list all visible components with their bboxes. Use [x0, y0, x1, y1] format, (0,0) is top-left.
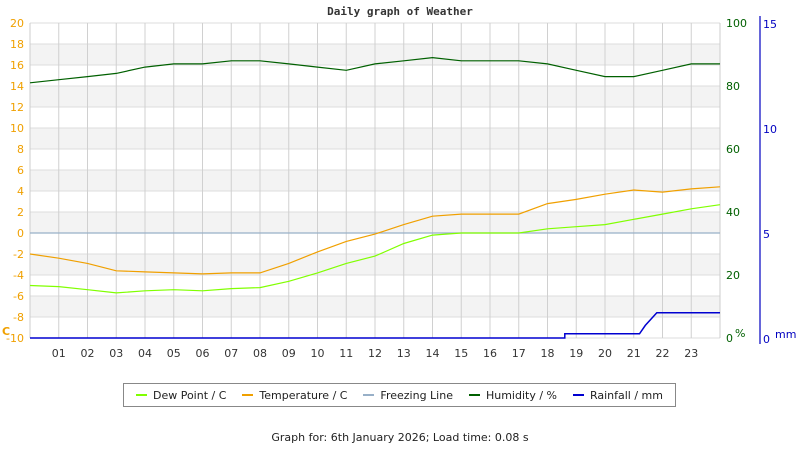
series-humidity-line: [29, 56, 720, 84]
y-tick-label: -10: [6, 332, 24, 345]
y-tick-label: 12: [10, 101, 24, 114]
y-tick-label: 18: [10, 38, 24, 51]
rain-tick-label: 15: [763, 18, 777, 31]
left-axis-unit: C: [2, 325, 10, 338]
x-tick-label: 08: [253, 347, 267, 360]
humidity-tick-label: 20: [726, 269, 740, 282]
legend-item-freezing-line: Freezing Line: [363, 389, 453, 402]
legend-label: Humidity / %: [485, 388, 557, 402]
y-tick-label: 14: [10, 80, 24, 93]
rain-tick-label: 10: [763, 123, 777, 136]
y-tick-label: -2: [13, 248, 24, 261]
x-tick-label: 14: [426, 347, 440, 360]
legend-label: Dew Point / C: [152, 388, 227, 402]
y-tick-label: 6: [17, 164, 24, 177]
humidity-tick-label: 80: [726, 80, 740, 93]
legend-item-humidity: Humidity / %: [468, 388, 557, 402]
y-tick-label: 20: [10, 17, 24, 30]
x-tick-label: 15: [454, 347, 468, 360]
series-temperature-line: [29, 186, 721, 275]
y-tick-label: 0: [17, 227, 24, 240]
series-dew-line: [29, 204, 721, 294]
legend-label: Freezing Line: [380, 388, 453, 402]
x-tick-label: 09: [282, 347, 296, 360]
legend-label: Temperature / C: [259, 388, 348, 402]
legend: Dew Point / C Temperature / C Freezing L…: [123, 383, 676, 407]
x-tick-label: 05: [167, 347, 181, 360]
x-tick-label: 06: [196, 347, 210, 360]
x-tick-label: 11: [339, 347, 353, 360]
humidity-tick-label: 0: [726, 332, 733, 345]
rain-tick-label: 0: [763, 333, 770, 346]
x-tick-label: 12: [368, 347, 382, 360]
y-tick-label: 4: [17, 185, 24, 198]
x-tick-label: 20: [598, 347, 612, 360]
y-tick-label: -8: [13, 311, 24, 324]
x-tick-label: 18: [541, 347, 555, 360]
legend-item-temperature: Temperature / C: [242, 389, 347, 402]
x-tick-label: 01: [52, 347, 66, 360]
temperature-swatch-icon: [242, 394, 254, 396]
series-lines: [29, 56, 721, 339]
x-tick-label: 04: [138, 347, 152, 360]
graph-footer: Graph for: 6th January 2026; Load time: …: [271, 431, 529, 444]
y-tick-label: 2: [17, 206, 24, 219]
y-tick-label: 16: [10, 59, 24, 72]
x-tick-label: 22: [656, 347, 670, 360]
rain-tick-label: 5: [763, 228, 770, 241]
x-tick-label: 10: [311, 347, 325, 360]
y-tick-label: 8: [17, 143, 24, 156]
y-tick-label: 10: [10, 122, 24, 135]
x-tick-label: 13: [397, 347, 411, 360]
freezing-swatch-icon: [363, 394, 375, 396]
weather-chart: 01 02 03 04 05 06 07 08 09 10 11 12 13 14 15 16 17 18 19 20…: [2, 16, 796, 360]
legend-item-dew-point: Dew Point / C: [135, 388, 227, 402]
x-tick-label: 16: [483, 347, 497, 360]
y-tick-label: -4: [13, 269, 24, 282]
humidity-tick-label: 100: [726, 17, 747, 30]
chart-title: Daily graph of Weather: [327, 5, 473, 18]
series-rainfall-line: [30, 312, 720, 339]
x-tick-label: 19: [569, 347, 583, 360]
humidity-swatch-icon: [468, 394, 480, 396]
humidity-tick-label: 40: [726, 206, 740, 219]
x-tick-label: 23: [684, 347, 698, 360]
y-tick-label: -6: [13, 290, 24, 303]
x-tick-label: 17: [512, 347, 526, 360]
x-tick-label: 02: [81, 347, 95, 360]
humidity-axis-unit: %: [735, 327, 745, 340]
rain-axis-unit: mm: [775, 328, 796, 341]
legend-label: Rainfall / mm: [589, 388, 663, 402]
axes: 01 02 03 04 05 06 07 08 09 10 11 12 13 14 15 16 17 18 19 20…: [2, 16, 796, 360]
humidity-tick-label: 60: [726, 143, 740, 156]
dew-point-swatch-icon: [135, 394, 147, 396]
legend-item-rainfall: Rainfall / mm: [572, 388, 663, 402]
x-tick-label: 03: [109, 347, 123, 360]
x-tick-label: 07: [224, 347, 238, 360]
x-tick-label: 21: [627, 347, 641, 360]
rainfall-swatch-icon: [572, 394, 584, 396]
